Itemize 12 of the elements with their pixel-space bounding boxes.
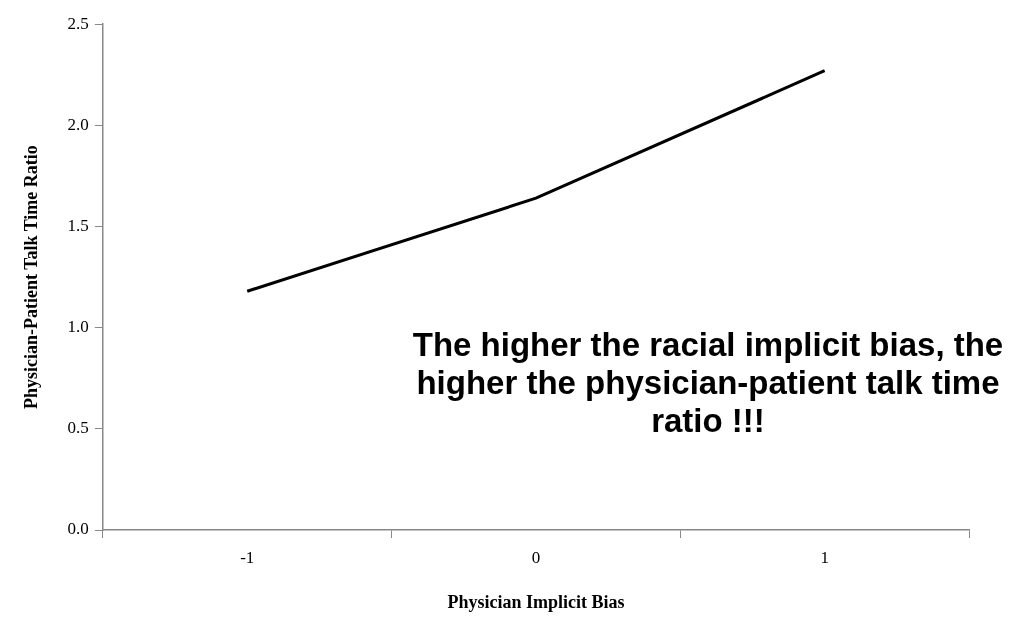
y-tick-label: 2.5 [67, 13, 89, 33]
y-tick-label: 1.5 [67, 215, 89, 235]
y-axis-title: Physician-Patient Talk Time Ratio [21, 145, 42, 410]
y-tick-label: 0.0 [67, 519, 89, 539]
x-tick-label: 0 [531, 547, 541, 567]
y-tick-label: 0.5 [67, 418, 89, 438]
annotation: The higher the racial implicit bias, the higher the physician-patient talk time ratio !!! [411, 326, 1005, 440]
x-tick-label: 1 [820, 547, 829, 567]
x-axis-title: Physician Implicit Bias [447, 591, 625, 612]
y-tick-label: 1.0 [67, 317, 89, 337]
y-tick-label: 2.0 [67, 114, 89, 134]
x-tick-label: -1 [240, 547, 255, 567]
